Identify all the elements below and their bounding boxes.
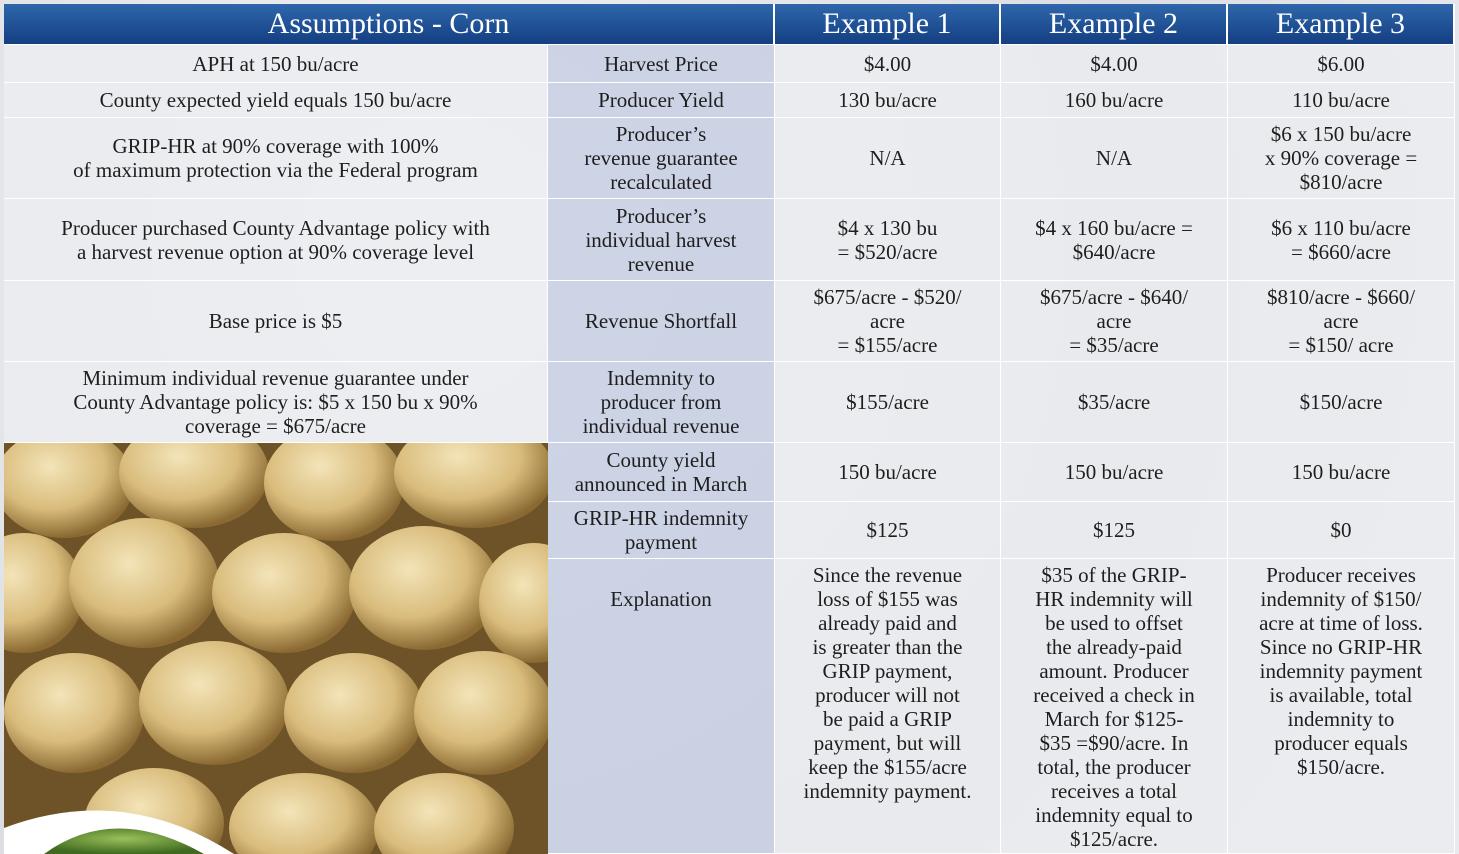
value-cell: $810/acre - $660/ acre = $150/ acre (1228, 281, 1455, 362)
assumption-cell: Minimum individual revenue guarantee und… (4, 362, 548, 443)
example-header: Example 2 (1001, 4, 1228, 45)
table: Assumptions - CornExample 1Example 2Exam… (0, 0, 1459, 854)
assumption-cell: GRIP-HR at 90% coverage with 100% of max… (4, 118, 548, 199)
value-cell: Producer receives indemnity of $150/ acr… (1228, 559, 1455, 854)
value-cell: 150 bu/acre (1228, 443, 1455, 502)
value-cell: $4.00 (775, 45, 1001, 83)
row-label: GRIP-HR indemnity payment (548, 502, 775, 559)
example-header: Example 3 (1228, 4, 1455, 45)
value-cell: $6 x 150 bu/acre x 90% coverage = $810/a… (1228, 118, 1455, 199)
assumption-cell: Base price is $5 (4, 281, 548, 362)
value-cell: $0 (1228, 502, 1455, 559)
value-cell: $125 (1001, 502, 1228, 559)
value-cell: $4 x 130 bu = $520/acre (775, 199, 1001, 281)
row-label: Indemnity to producer from individual re… (548, 362, 775, 443)
value-cell: 160 bu/acre (1001, 83, 1228, 118)
row-label: County yield announced in March (548, 443, 775, 502)
row-label: Producer’s individual harvest revenue (548, 199, 775, 281)
value-cell: $150/acre (1228, 362, 1455, 443)
value-cell: 110 bu/acre (1228, 83, 1455, 118)
page: Assumptions - CornExample 1Example 2Exam… (0, 0, 1459, 854)
row-label: Producer’s revenue guarantee recalculate… (548, 118, 775, 199)
row-label: Harvest Price (548, 45, 775, 83)
value-cell: $6 x 110 bu/acre = $660/acre (1228, 199, 1455, 281)
row-label: Revenue Shortfall (548, 281, 775, 362)
value-cell: N/A (1001, 118, 1228, 199)
value-cell: 150 bu/acre (775, 443, 1001, 502)
soybean-image (4, 443, 548, 854)
value-cell: $675/acre - $640/ acre = $35/acre (1001, 281, 1228, 362)
assumption-cell: APH at 150 bu/acre (4, 45, 548, 83)
row-label: Producer Yield (548, 83, 775, 118)
row-label: Explanation (548, 559, 775, 854)
value-cell: $125 (775, 502, 1001, 559)
header-title: Assumptions - Corn (4, 4, 775, 45)
value-cell: $6.00 (1228, 45, 1455, 83)
assumption-cell: Producer purchased County Advantage poli… (4, 199, 548, 281)
value-cell: Since the revenue loss of $155 was alrea… (775, 559, 1001, 854)
value-cell: 150 bu/acre (1001, 443, 1228, 502)
value-cell: $4.00 (1001, 45, 1228, 83)
example-header: Example 1 (775, 4, 1001, 45)
value-cell: 130 bu/acre (775, 83, 1001, 118)
value-cell: $4 x 160 bu/acre = $640/acre (1001, 199, 1228, 281)
value-cell: $35/acre (1001, 362, 1228, 443)
value-cell: $35 of the GRIP- HR indemnity will be us… (1001, 559, 1228, 854)
assumption-cell: County expected yield equals 150 bu/acre (4, 83, 548, 118)
value-cell: $155/acre (775, 362, 1001, 443)
value-cell: $675/acre - $520/ acre = $155/acre (775, 281, 1001, 362)
value-cell: N/A (775, 118, 1001, 199)
